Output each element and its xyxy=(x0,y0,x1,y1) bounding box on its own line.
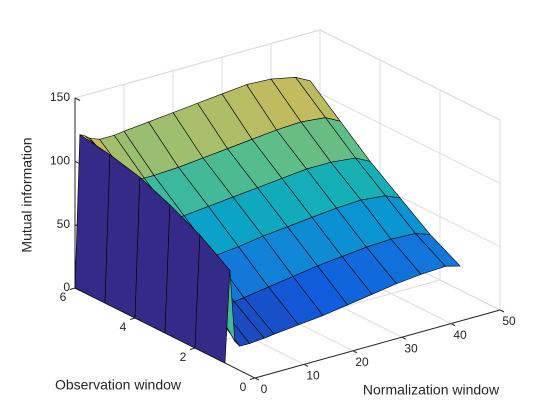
z-axis-label: Mutual information xyxy=(19,137,35,252)
x-tick-label: 10 xyxy=(306,369,320,383)
x-tick-label: 50 xyxy=(502,314,516,328)
z-tick-label: 100 xyxy=(50,154,70,168)
tick-mark xyxy=(249,377,256,380)
surface-face xyxy=(74,134,111,304)
tick-mark xyxy=(189,347,196,350)
y-tick-label: 4 xyxy=(120,320,127,334)
tick-mark xyxy=(69,287,76,290)
z-tick-label: 50 xyxy=(57,217,71,231)
axis-line xyxy=(254,309,501,379)
y-axis-label: Observation window xyxy=(55,377,182,393)
surface-face xyxy=(134,177,171,334)
grid-line xyxy=(319,29,501,121)
tick-mark xyxy=(74,97,81,101)
x-tick-label: 0 xyxy=(261,382,268,396)
z-tick-label: 150 xyxy=(50,90,70,104)
x-tick-label: 40 xyxy=(453,328,467,342)
x-tick-label: 20 xyxy=(355,355,369,369)
y-tick-label: 0 xyxy=(240,380,247,394)
surface-face xyxy=(194,234,231,364)
tick-mark xyxy=(499,309,505,313)
tick-mark xyxy=(129,317,136,320)
grid-line xyxy=(74,29,321,99)
surface-face xyxy=(104,154,141,319)
y-tick-label: 2 xyxy=(180,350,187,364)
y-tick-label: 6 xyxy=(60,290,67,304)
x-tick-label: 30 xyxy=(404,341,418,355)
x-axis-label: Normalization window xyxy=(363,382,500,398)
z-tick-label: 0 xyxy=(63,280,70,294)
grid-line xyxy=(319,92,501,184)
